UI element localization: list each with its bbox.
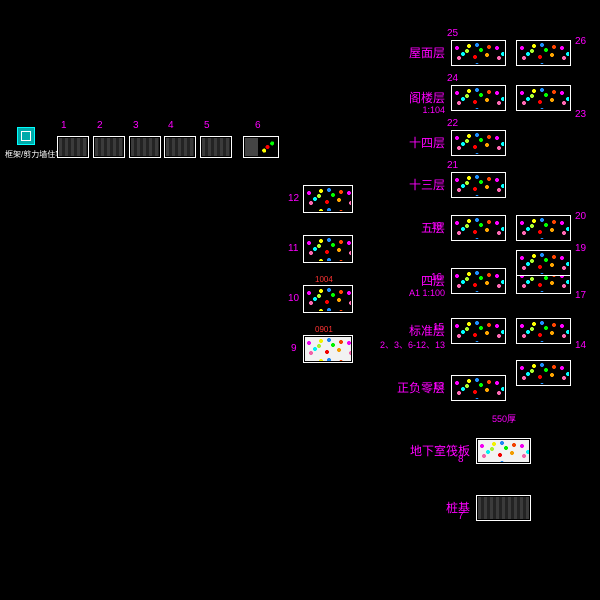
- sheet-number: 23: [575, 109, 586, 120]
- sheet-number: 12: [288, 193, 299, 204]
- sheet-number: 21: [447, 160, 458, 171]
- drawing-thumbnail[interactable]: [93, 136, 125, 158]
- sheet-code: 1004: [315, 275, 333, 284]
- sheet-number: 18: [431, 221, 442, 232]
- sheet-number: 2: [97, 120, 103, 131]
- drawing-thumbnail[interactable]: [451, 268, 506, 294]
- sheet-number: 15: [433, 322, 444, 333]
- floor-label: 十四层: [409, 134, 445, 151]
- drawing-thumbnail[interactable]: [476, 495, 531, 521]
- drawing-thumbnail[interactable]: [451, 85, 506, 111]
- drawing-thumbnail[interactable]: [451, 130, 506, 156]
- floor-sublabel: 1:104: [422, 105, 445, 115]
- drawing-thumbnail[interactable]: [129, 136, 161, 158]
- sheet-number: 11: [288, 243, 298, 254]
- sheet-number: 4: [168, 120, 174, 131]
- sheet-number: 9: [291, 343, 297, 354]
- drawing-thumbnail[interactable]: [303, 185, 353, 213]
- drawing-thumbnail[interactable]: [303, 285, 353, 313]
- sheet-number: 13: [433, 381, 444, 392]
- floor-label: 十三层: [409, 176, 445, 193]
- sheet-number: 22: [447, 118, 458, 129]
- drawing-thumbnail[interactable]: [516, 85, 571, 111]
- sheet-number: 8: [458, 454, 464, 465]
- floor-label: 阁楼层: [409, 89, 445, 106]
- drawing-thumbnail[interactable]: [476, 438, 531, 464]
- sheet-number: 19: [575, 243, 586, 254]
- drawing-thumbnail[interactable]: [243, 136, 279, 158]
- floor-sublabel: A1 1:100: [409, 288, 445, 298]
- drawing-thumbnail[interactable]: [451, 375, 506, 401]
- thickness-note: 550厚: [492, 412, 516, 425]
- sheet-code: 0901: [315, 325, 333, 334]
- drawing-thumbnail[interactable]: [516, 215, 571, 241]
- drawing-thumbnail[interactable]: [303, 335, 353, 363]
- drawing-thumbnail[interactable]: [451, 40, 506, 66]
- sheet-number: 6: [255, 120, 261, 131]
- sheet-number: 5: [204, 120, 210, 131]
- drawing-thumbnail[interactable]: [516, 250, 571, 276]
- sheet-number: 20: [575, 211, 586, 222]
- drawing-thumbnail[interactable]: [303, 235, 353, 263]
- drawing-thumbnail[interactable]: [164, 136, 196, 158]
- floor-sublabel: 2、3、6-12、13: [380, 338, 445, 351]
- drawing-thumbnail[interactable]: [451, 318, 506, 344]
- sheet-number: 3: [133, 120, 139, 131]
- sheet-number: 17: [575, 290, 586, 301]
- drawing-thumbnail[interactable]: [516, 318, 571, 344]
- drawing-thumbnail[interactable]: [451, 172, 506, 198]
- sheet-number: 16: [431, 272, 442, 283]
- drawing-thumbnail[interactable]: [200, 136, 232, 158]
- drawing-thumbnail[interactable]: [516, 40, 571, 66]
- floor-label: 屋面层: [409, 44, 445, 61]
- sheet-number: 26: [575, 36, 586, 47]
- sheet-number: 10: [288, 293, 299, 304]
- project-label: 框架/剪力墙住宅: [5, 149, 63, 160]
- drawing-thumbnail[interactable]: [57, 136, 89, 158]
- project-icon[interactable]: [17, 127, 35, 145]
- sheet-number: 7: [458, 511, 464, 522]
- drawing-thumbnail[interactable]: [516, 360, 571, 386]
- sheet-number: 24: [447, 73, 458, 84]
- sheet-number: 25: [447, 28, 458, 39]
- drawing-thumbnail[interactable]: [451, 215, 506, 241]
- sheet-number: 14: [575, 340, 586, 351]
- sheet-number: 1: [61, 120, 67, 131]
